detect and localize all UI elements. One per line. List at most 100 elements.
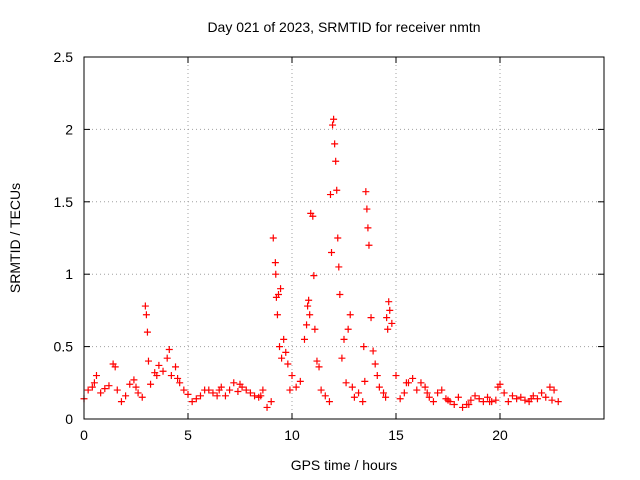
data-point	[184, 390, 192, 398]
data-point	[467, 396, 475, 404]
data-point	[282, 348, 290, 356]
data-point	[277, 285, 285, 293]
data-point	[267, 398, 275, 406]
data-point	[383, 314, 391, 322]
data-point	[269, 234, 277, 242]
data-point	[371, 360, 379, 368]
data-point	[305, 296, 313, 304]
data-point	[533, 395, 541, 403]
data-point	[504, 398, 512, 406]
data-point	[333, 186, 341, 194]
data-point	[213, 392, 221, 400]
data-point	[246, 389, 254, 397]
data-point	[196, 392, 204, 400]
data-point	[284, 360, 292, 368]
data-point	[350, 393, 358, 401]
data-point	[90, 379, 98, 387]
data-point	[550, 386, 558, 394]
data-point	[122, 392, 130, 400]
data-point	[141, 302, 149, 310]
y-axis-label: SRMTID / TECUs	[7, 183, 23, 293]
data-point	[361, 377, 369, 385]
data-point	[155, 361, 163, 369]
data-point	[392, 372, 400, 380]
data-point	[369, 347, 377, 355]
plot-frame	[83, 56, 605, 420]
data-point	[365, 241, 373, 249]
data-point	[402, 379, 410, 387]
data-point	[167, 372, 175, 380]
data-point	[215, 386, 223, 394]
data-point	[386, 306, 394, 314]
data-point	[513, 395, 521, 403]
data-point	[296, 377, 304, 385]
data-point	[385, 298, 393, 306]
data-point	[423, 389, 431, 397]
data-point	[132, 383, 140, 391]
data-point	[396, 395, 404, 403]
data-point	[117, 398, 125, 406]
data-point	[359, 398, 367, 406]
data-point	[421, 383, 429, 391]
data-point	[280, 335, 288, 343]
data-point	[111, 363, 119, 371]
data-point	[236, 380, 244, 388]
data-point	[360, 343, 368, 351]
data-point	[306, 311, 314, 319]
x-tick-label: 10	[284, 427, 300, 443]
data-point	[278, 354, 286, 362]
data-point	[221, 392, 229, 400]
data-point	[542, 393, 550, 401]
data-point	[259, 386, 267, 394]
x-tick-label: 5	[184, 427, 192, 443]
data-point	[321, 392, 329, 400]
data-point	[271, 259, 279, 267]
data-point	[163, 354, 171, 362]
chart-title: Day 021 of 2023, SRMTID for receiver nmt…	[207, 19, 480, 35]
data-point	[84, 386, 92, 394]
data-point	[527, 395, 535, 403]
data-point	[444, 396, 452, 404]
data-points	[80, 115, 562, 411]
axis-ticks	[83, 56, 604, 420]
data-point	[325, 398, 333, 406]
data-point	[257, 392, 265, 400]
data-point	[138, 393, 146, 401]
data-point	[276, 343, 284, 351]
data-point	[364, 224, 372, 232]
data-point	[180, 386, 188, 394]
data-point	[438, 386, 446, 394]
data-point	[310, 272, 318, 280]
data-point	[315, 363, 323, 371]
data-point	[425, 393, 433, 401]
data-point	[346, 311, 354, 319]
y-tick-labels: 0 0.5 1 1.5 2 2.5	[54, 49, 74, 427]
data-point	[471, 392, 479, 400]
data-point	[311, 325, 319, 333]
data-point	[517, 393, 525, 401]
data-point	[500, 389, 508, 397]
data-point	[242, 386, 250, 394]
data-point	[429, 398, 437, 406]
data-point	[147, 380, 155, 388]
data-point	[326, 191, 334, 199]
data-point	[479, 398, 487, 406]
data-point	[355, 389, 363, 397]
data-point	[454, 393, 462, 401]
data-point	[384, 325, 392, 333]
data-point	[338, 354, 346, 362]
data-point	[126, 380, 134, 388]
data-point	[192, 395, 200, 403]
data-point	[144, 357, 152, 365]
data-point	[492, 396, 500, 404]
data-point	[205, 386, 213, 394]
data-point	[329, 121, 337, 129]
data-point	[292, 383, 300, 391]
data-point	[263, 403, 271, 411]
data-point	[388, 319, 396, 327]
data-point	[486, 398, 494, 406]
data-point	[272, 270, 280, 278]
data-point	[142, 311, 150, 319]
data-point	[288, 372, 296, 380]
